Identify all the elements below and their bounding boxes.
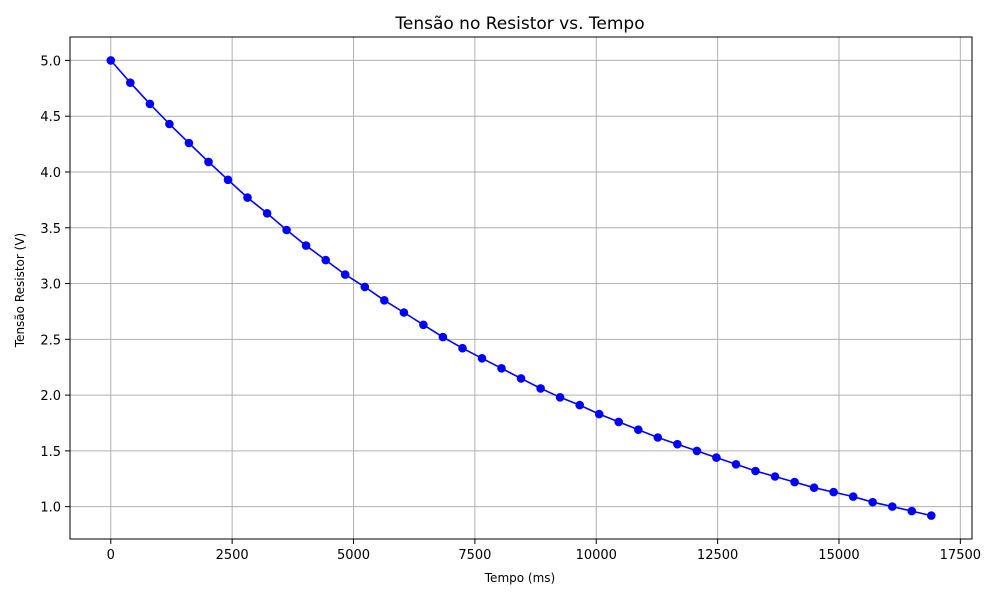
x-tick-label: 0 [107, 548, 115, 563]
data-point [458, 343, 467, 353]
data-point [438, 332, 448, 342]
data-point [204, 157, 213, 167]
data-point [712, 453, 721, 462]
y-tick-label: 3.5 [40, 222, 61, 237]
data-point [340, 270, 350, 279]
data-point [770, 472, 780, 481]
data-point [809, 483, 819, 493]
x-tick-label: 15000 [818, 548, 859, 563]
y-tick-label: 2.0 [40, 389, 61, 404]
data-point [477, 354, 487, 363]
x-tick-label: 17500 [940, 548, 981, 563]
data-point [848, 492, 858, 501]
y-tick-label: 3.0 [40, 278, 61, 293]
data-point [321, 255, 331, 265]
x-tick-label: 7500 [458, 548, 491, 563]
y-tick-label: 2.5 [40, 333, 61, 348]
data-point [165, 119, 174, 129]
data-point [751, 466, 760, 476]
data-point [497, 364, 506, 373]
data-point [301, 241, 311, 250]
x-tick-label: 10000 [576, 548, 617, 563]
y-axis-label: Tensão Resistor (V) [13, 233, 27, 348]
data-point [282, 225, 291, 235]
data-series [106, 56, 936, 520]
y-tick-label: 4.0 [40, 166, 61, 181]
data-point [673, 439, 682, 449]
plot-frame [69, 36, 973, 540]
data-point [555, 393, 565, 402]
data-point [243, 193, 252, 202]
y-tick-label: 1.5 [40, 445, 61, 460]
data-point [790, 477, 799, 487]
x-tick-label: 5000 [337, 548, 370, 563]
data-point [380, 296, 389, 305]
data-point [692, 446, 702, 456]
data-point [594, 409, 604, 419]
y-tick-label: 1.0 [40, 501, 61, 516]
data-point [634, 425, 643, 435]
grid [70, 37, 972, 539]
data-point [888, 502, 897, 511]
data-point [731, 460, 741, 469]
chart-title: Tensão no Resistor vs. Tempo [394, 14, 644, 34]
x-tick-label: 2500 [216, 548, 249, 563]
data-point [653, 433, 663, 442]
data-point [575, 400, 584, 410]
data-point [614, 417, 623, 427]
data-point [145, 99, 155, 109]
data-point [360, 282, 370, 292]
data-point [927, 511, 936, 520]
data-point [223, 175, 233, 185]
x-tick-label: 12500 [697, 548, 738, 563]
y-tick-label: 4.5 [40, 110, 61, 125]
x-axis-label: Tempo (ms) [484, 571, 555, 585]
y-tick-label: 5.0 [40, 54, 61, 69]
data-point [262, 209, 272, 218]
data-point [419, 320, 428, 330]
data-point [829, 487, 838, 497]
data-point [126, 78, 135, 87]
data-point [907, 506, 917, 516]
data-point [184, 138, 194, 148]
data-point [536, 384, 545, 393]
data-point [399, 308, 409, 317]
data-point [106, 56, 116, 65]
data-point [516, 374, 526, 383]
axes: 0 2500 5000 7500 10000 12500 15000 17500 1.0 1.5 2… [40, 36, 981, 563]
data-point [868, 497, 877, 507]
